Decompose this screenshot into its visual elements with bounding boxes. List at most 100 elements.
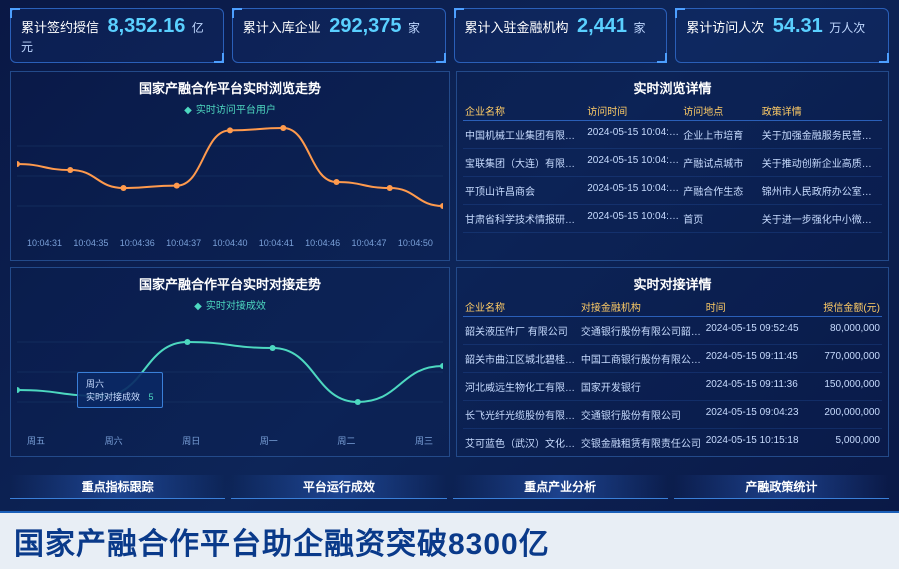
x-tick: 周一: [260, 434, 278, 447]
panel-title: 国家产融合作平台实时浏览走势: [17, 76, 443, 101]
stat-label: 累计签约授信: [21, 20, 99, 35]
chart-area: [17, 116, 443, 236]
data-point[interactable]: [280, 125, 286, 131]
chart-legend: 实时访问平台用户: [17, 101, 443, 116]
tab-performance[interactable]: 平台运行成效: [231, 475, 446, 499]
table-cell: 锦州市人民政府办公室印发文: [760, 183, 882, 198]
table-row: 甘肃省科学技术情报研究所2024-05-15 10:04:36首页关于进一步强化…: [463, 205, 882, 233]
table-cell: 关于推动创新企业高质量发展: [760, 155, 882, 170]
data-point[interactable]: [333, 179, 339, 185]
table-cell: 平顶山许昌商会: [463, 183, 585, 198]
x-tick: 10:04:35: [73, 238, 108, 248]
stat-unit: 家: [408, 21, 420, 35]
table-row: 中国机械工业集团有限公司2024-05-15 10:04:41企业上市培育关于加…: [463, 121, 882, 149]
table-cell: 770,000,000: [802, 351, 882, 366]
panel-title: 实时浏览详情: [463, 76, 882, 101]
table-cell: 关于加强金融服务民营企业的…: [760, 127, 882, 142]
col-header: 时间: [704, 299, 802, 314]
table-cell: 中国机械工业集团有限公司: [463, 127, 585, 142]
table: 企业名称 对接金融机构 时间 授信金额(元) 韶关液压件厂 有限公司交通银行股份…: [463, 297, 882, 457]
table-row: 韶关液压件厂 有限公司交通银行股份有限公司韶关分行2024-05-15 09:5…: [463, 317, 882, 345]
table-cell: 2024-05-15 10:04:41: [585, 127, 681, 142]
stat-label: 累计入驻金融机构: [465, 20, 569, 35]
table-cell: 产融试点城市: [681, 155, 760, 170]
col-header: 对接金融机构: [579, 299, 704, 314]
table-cell: 5,000,000: [802, 435, 882, 450]
data-point[interactable]: [17, 387, 20, 393]
data-point[interactable]: [184, 339, 190, 345]
table-cell: 2024-05-15 09:11:36: [704, 379, 802, 394]
table: 企业名称 访问时间 访问地点 政策详情 中国机械工业集团有限公司2024-05-…: [463, 101, 882, 233]
stat-unit: 家: [633, 21, 645, 35]
data-point[interactable]: [270, 345, 276, 351]
table-cell: 150,000,000: [802, 379, 882, 394]
bottom-tabs: 重点指标跟踪 平台运行成效 重点产业分析 产融政策统计: [0, 471, 899, 503]
table-row: 韶关市曲江区城北碧桂园地产中国工商银行股份有限公司韶2024-05-15 09:…: [463, 345, 882, 373]
news-banner: 国家产融合作平台助企融资突破8300亿: [0, 511, 899, 569]
stat-value: 2,441: [577, 15, 627, 37]
tab-policy[interactable]: 产融政策统计: [674, 475, 889, 499]
series-line: [17, 128, 443, 206]
col-header: 访问时间: [585, 103, 681, 118]
data-point[interactable]: [120, 185, 126, 191]
top-stats-row: 累计签约授信 8,352.16 亿元 累计入库企业 292,375 家 累计入驻…: [0, 0, 899, 71]
tooltip-value: 5: [149, 392, 154, 402]
table-cell: 2024-05-15 10:04:36: [585, 211, 681, 226]
stat-card-institutions: 累计入驻金融机构 2,441 家: [454, 8, 668, 63]
tooltip-day: 周六: [86, 377, 154, 390]
table-header: 企业名称 对接金融机构 时间 授信金额(元): [463, 297, 882, 317]
data-point[interactable]: [387, 185, 393, 191]
line-chart-svg: [17, 116, 443, 236]
table-cell: 中国工商银行股份有限公司韶: [579, 351, 704, 366]
data-point[interactable]: [227, 127, 233, 133]
data-point[interactable]: [440, 363, 443, 369]
x-tick: 周六: [105, 434, 123, 447]
table-cell: 200,000,000: [802, 407, 882, 422]
table-cell: 首页: [681, 211, 760, 226]
chart-tooltip: 周六 实时对接成效 5: [77, 372, 163, 408]
x-tick: 周二: [337, 434, 355, 447]
panel-title: 实时对接详情: [463, 272, 882, 297]
table-cell: 关于进一步强化中小微企业金融: [760, 211, 882, 226]
stat-label: 累计访问人次: [686, 20, 764, 35]
col-header: 政策详情: [760, 103, 882, 118]
tab-indicators[interactable]: 重点指标跟踪: [10, 475, 225, 499]
x-tick: 10:04:37: [166, 238, 201, 248]
x-tick: 周五: [27, 434, 45, 447]
x-tick: 10:04:47: [352, 238, 387, 248]
table-cell: 长飞光纤光缆股份有限公司: [463, 407, 579, 422]
table-cell: 韶关液压件厂 有限公司: [463, 323, 579, 338]
data-point[interactable]: [17, 161, 20, 167]
chart-area: 周六 实时对接成效 5: [17, 312, 443, 432]
panel-title: 国家产融合作平台实时对接走势: [17, 272, 443, 297]
col-header: 企业名称: [463, 299, 579, 314]
table-cell: 80,000,000: [802, 323, 882, 338]
col-header: 企业名称: [463, 103, 585, 118]
stat-value: 8,352.16: [107, 15, 185, 37]
data-point[interactable]: [440, 203, 443, 209]
table-cell: 河北威远生物化工有限公司: [463, 379, 579, 394]
panel-connect-trend: 国家产融合作平台实时对接走势 实时对接成效 周六 实时对接成效 5 周五周六周日…: [10, 267, 450, 457]
x-tick: 周日: [182, 434, 200, 447]
table-row: 艾可蓝色（武汉）文化传媒公司交银金融租赁有限责任公司2024-05-15 10:…: [463, 429, 882, 457]
panel-browse-detail: 实时浏览详情 企业名称 访问时间 访问地点 政策详情 中国机械工业集团有限公司2…: [456, 71, 889, 261]
x-tick: 10:04:41: [259, 238, 294, 248]
x-tick: 10:04:50: [398, 238, 433, 248]
tab-industry[interactable]: 重点产业分析: [453, 475, 668, 499]
data-point[interactable]: [174, 183, 180, 189]
x-tick: 周三: [415, 434, 433, 447]
table-cell: 交通银行股份有限公司: [579, 407, 704, 422]
main-grid: 国家产融合作平台实时浏览走势 实时访问平台用户 10:04:3110:04:35…: [0, 71, 899, 471]
data-point[interactable]: [355, 399, 361, 405]
x-tick: 10:04:46: [305, 238, 340, 248]
table-cell: 艾可蓝色（武汉）文化传媒公司: [463, 435, 579, 450]
data-point[interactable]: [67, 167, 73, 173]
stat-value: 54.31: [773, 15, 823, 37]
stat-card-credit: 累计签约授信 8,352.16 亿元: [10, 8, 224, 63]
x-tick: 10:04:36: [120, 238, 155, 248]
table-row: 宝联集团（大连）有限公司2024-05-15 10:04:41产融试点城市关于推…: [463, 149, 882, 177]
table-cell: 2024-05-15 09:52:45: [704, 323, 802, 338]
table-cell: 交通银行股份有限公司韶关分行: [579, 323, 704, 338]
chart-legend: 实时对接成效: [17, 297, 443, 312]
col-header: 授信金额(元): [802, 299, 882, 314]
